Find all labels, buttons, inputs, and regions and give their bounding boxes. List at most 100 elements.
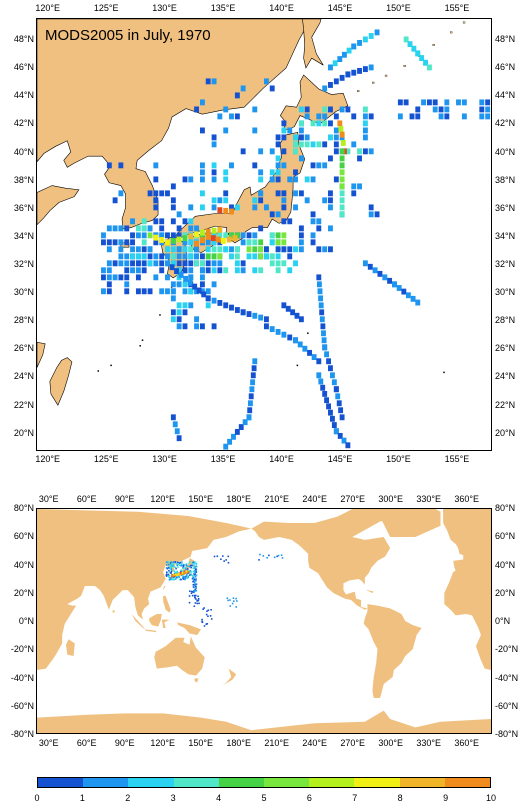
obs-cell: [165, 288, 170, 295]
obs-cell: [281, 232, 287, 239]
obs-cell: [415, 50, 421, 57]
obs-cell: [194, 590, 197, 592]
antarctica: [37, 710, 491, 733]
lon-tick-label: 150°E: [386, 3, 411, 13]
obs-cell: [298, 316, 304, 323]
obs-cell: [170, 309, 176, 316]
obs-cell: [281, 162, 287, 169]
obs-cell: [173, 565, 176, 568]
obs-cell: [191, 564, 193, 566]
obs-cell: [322, 344, 328, 351]
obs-cell: [316, 281, 322, 288]
obs-cell: [298, 120, 304, 127]
obs-cell: [186, 568, 189, 570]
obs-cell: [195, 565, 197, 568]
obs-cell: [141, 239, 147, 246]
obs-cell: [147, 288, 153, 295]
obs-cell: [205, 228, 211, 235]
obs-cell: [287, 127, 293, 134]
obs-cell: [275, 162, 281, 169]
obs-cell: [232, 597, 235, 599]
obs-cell: [173, 574, 175, 576]
obs-cell: [199, 323, 205, 330]
obs-cell: [262, 555, 265, 557]
lat-tick-label: 20°N: [13, 427, 34, 438]
obs-cell: [183, 275, 189, 282]
obs-cell: [372, 267, 378, 274]
obs-cell: [223, 197, 229, 204]
obs-cell: [184, 570, 187, 573]
obs-cell: [269, 326, 275, 333]
colorbar-segment: [128, 778, 174, 787]
tasmania: [194, 678, 199, 683]
obs-cell: [485, 113, 491, 120]
obs-cell: [167, 567, 170, 569]
obs-cell: [112, 197, 118, 204]
obs-cell: [221, 555, 224, 557]
obs-cell: [338, 126, 344, 132]
obs-cell: [351, 190, 357, 197]
obs-cell: [175, 576, 178, 579]
obs-cell: [170, 237, 176, 244]
obs-cell: [357, 183, 362, 190]
obs-cell: [194, 576, 197, 578]
lat-tick-label: 60°N: [13, 531, 34, 542]
lat-tick-label: 60°N: [495, 531, 516, 542]
obs-cell: [187, 576, 190, 578]
obs-cell: [188, 562, 191, 564]
obs-cell: [180, 573, 182, 576]
philippines: [163, 595, 171, 613]
obs-cell: [217, 246, 223, 253]
obs-cell: [167, 561, 170, 564]
obs-cell: [287, 334, 293, 341]
lat-tick-label: -60°N: [495, 700, 519, 711]
obs-cell: [165, 246, 170, 253]
obs-cell: [170, 562, 172, 565]
obs-cell: [362, 106, 368, 113]
obs-cell: [171, 562, 173, 565]
obs-cell: [211, 169, 217, 176]
lon-tick-label: 330°E: [416, 738, 441, 748]
obs-cell: [246, 253, 252, 260]
obs-cell: [188, 267, 194, 274]
obs-cell: [191, 561, 194, 564]
obs-cell: [444, 113, 450, 120]
obs-cell: [153, 218, 159, 225]
obs-cell: [337, 432, 343, 439]
obs-cell: [165, 232, 170, 239]
obs-cell: [444, 99, 450, 106]
obs-cell: [118, 260, 124, 267]
obs-cell: [216, 555, 219, 558]
obs-cell: [170, 183, 176, 190]
obs-cell: [188, 253, 194, 260]
lon-tick-label: 150°E: [188, 738, 213, 748]
obs-cell: [182, 323, 188, 330]
obs-cell: [227, 555, 230, 558]
lat-tick-label: 40°N: [495, 559, 516, 570]
obs-cell: [130, 260, 135, 267]
lon-tick-label: 140°E: [269, 3, 294, 13]
obs-cell: [479, 99, 485, 106]
obs-cell: [298, 239, 304, 246]
obs-cell: [176, 316, 182, 323]
obs-cell: [217, 113, 223, 120]
small-island: [443, 371, 445, 374]
lon-tick-label: 30°E: [38, 494, 59, 504]
obs-cell: [179, 572, 182, 575]
obs-cell: [176, 302, 182, 309]
obs-cell: [368, 204, 374, 211]
obs-cell: [188, 574, 191, 576]
obs-cell: [351, 69, 357, 76]
obs-cell: [180, 578, 182, 581]
obs-cell: [310, 120, 316, 127]
obs-cell: [206, 610, 208, 612]
obs-cell: [217, 253, 223, 260]
obs-cell: [192, 283, 198, 290]
obs-cell: [130, 246, 135, 253]
obs-cell: [159, 225, 165, 232]
obs-cell: [180, 561, 183, 563]
obs-cell: [190, 566, 193, 569]
obs-cell: [258, 176, 264, 183]
lon-tick-label: 130°E: [152, 3, 177, 13]
obs-cell: [188, 246, 194, 253]
